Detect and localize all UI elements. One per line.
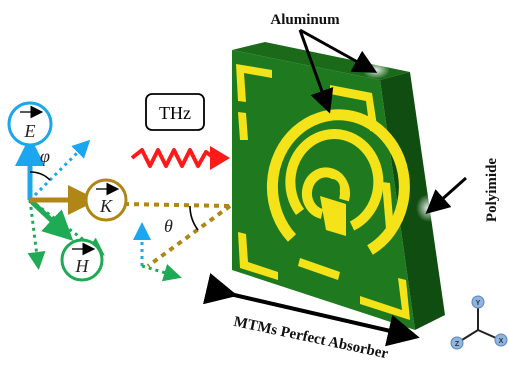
theta-arc: [189, 205, 199, 231]
inner-ring: [301, 167, 350, 219]
thz-label: THz: [159, 103, 191, 123]
h-vector-label: H: [75, 256, 90, 276]
axis-z-label: Z: [455, 341, 460, 348]
absorber-slab: [232, 42, 445, 330]
axis-z-line: [461, 329, 479, 341]
axis-y-ball: [471, 295, 485, 309]
bracket-top-mid: [238, 112, 248, 140]
center-stem: [320, 196, 346, 236]
thz-wave-icon: [130, 146, 230, 170]
slab-side-right: [380, 72, 445, 330]
e-tilted-dotted: [28, 139, 91, 202]
axis-x-label: X: [499, 338, 504, 345]
absorber-label: MTMs Perfect Absorber: [232, 314, 390, 362]
axis-z-ball: [450, 336, 464, 350]
k-dotted-to-absorber: [123, 202, 231, 208]
thz-wave-head: [210, 146, 230, 170]
bracket-top-left: [236, 64, 272, 102]
bracket-right-mid: [382, 182, 394, 230]
e-vector-label: E: [24, 121, 36, 141]
aluminum-arrow-2: [298, 29, 334, 114]
k-vector-label: K: [99, 196, 113, 216]
theta-symbol: θ: [164, 216, 173, 236]
middle-ring: [285, 129, 384, 231]
aluminum-label: Aluminum: [270, 12, 340, 28]
field-vectors: φ θ E K H: [7, 101, 232, 282]
axis-x-line: [477, 329, 497, 339]
polyimide-label: Polyimide: [484, 158, 500, 223]
axis-y-label: Y: [476, 300, 481, 307]
glow-right: [416, 194, 440, 222]
absorber-width-arrow: [203, 273, 420, 347]
phi-symbol: φ: [40, 146, 50, 166]
axes-icon: Y X Z: [450, 295, 508, 350]
split-ring-resonator: [266, 109, 410, 255]
glow-top: [362, 61, 390, 79]
thz-wave: [130, 148, 216, 168]
center-dot: [324, 179, 340, 197]
polyimide-arrow: [425, 176, 467, 214]
outer-ring: [266, 109, 410, 255]
bracket-bottom-left: [238, 232, 278, 280]
phi-arc: [29, 171, 51, 181]
aluminum-arrow-1: [299, 28, 378, 73]
axis-x-ball: [494, 333, 508, 347]
bracket-top-right: [330, 85, 378, 132]
k-dotted-oblique: [146, 204, 232, 268]
theta-green-dotted: [141, 263, 182, 282]
thz-box: [145, 93, 205, 131]
